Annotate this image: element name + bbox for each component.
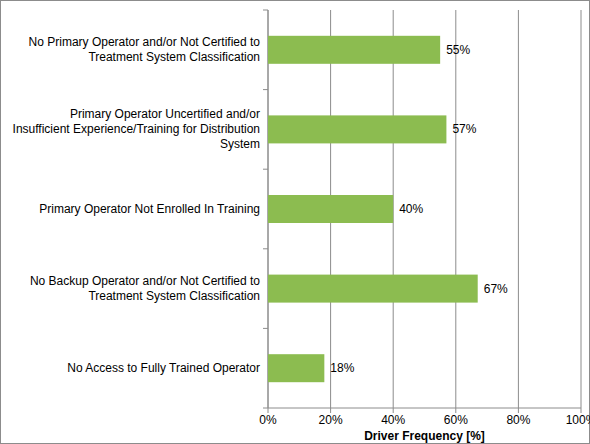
category-label-line: Treatment System Classification: [88, 289, 260, 303]
category-label: Primary Operator Uncertified and/orInsuf…: [13, 107, 260, 151]
category-label-line: No Backup Operator and/or Not Certified …: [30, 274, 260, 288]
tick-label: 60%: [444, 413, 468, 427]
category-label: No Backup Operator and/or Not Certified …: [30, 274, 260, 303]
category-tick: [263, 10, 268, 11]
chart-frame: [1, 1, 590, 444]
category-tick: [263, 408, 268, 409]
bar: [268, 115, 446, 143]
category-label-line: System: [220, 137, 260, 151]
bar: [268, 275, 478, 303]
category-tick: [263, 89, 268, 90]
category-label-line: Primary Operator Uncertified and/or: [70, 107, 260, 121]
tick-label: 80%: [506, 413, 530, 427]
bar: [268, 354, 324, 382]
bar: [268, 195, 393, 223]
grid-line: [581, 10, 582, 408]
category-label: No Access to Fully Trained Operator: [67, 361, 260, 375]
category-label-line: No Primary Operator and/or Not Certified…: [29, 35, 261, 49]
category-label-line: No Access to Fully Trained Operator: [67, 361, 260, 375]
grid-line: [518, 10, 519, 408]
data-label: 18%: [330, 361, 354, 375]
bar: [268, 36, 440, 64]
category-tick: [263, 328, 268, 329]
tick-label: 100%: [566, 413, 590, 427]
data-label: 40%: [399, 202, 423, 216]
data-label: 57%: [452, 122, 476, 136]
tick-label: 0%: [259, 413, 277, 427]
category-label-line: Insufficient Experience/Training for Dis…: [13, 122, 260, 136]
grid-line: [455, 10, 456, 408]
data-label: 55%: [446, 43, 470, 57]
category-label-line: Primary Operator Not Enrolled In Trainin…: [39, 202, 260, 216]
x-axis-line: [268, 408, 581, 409]
x-axis-title: Driver Frequency [%]: [364, 429, 485, 443]
tick-label: 40%: [381, 413, 405, 427]
chart: 0% 20% 40% 60% 80% 100% 55% 57% 40% 67% 18% No Prim…: [0, 0, 590, 444]
category-label: No Primary Operator and/or Not Certified…: [29, 35, 261, 64]
category-tick: [263, 169, 268, 170]
category-label-line: Treatment System Classification: [88, 50, 260, 64]
tick-label: 20%: [319, 413, 343, 427]
category-tick: [263, 248, 268, 249]
data-label: 67%: [484, 282, 508, 296]
category-label: Primary Operator Not Enrolled In Trainin…: [39, 202, 260, 216]
bars: [268, 36, 478, 382]
